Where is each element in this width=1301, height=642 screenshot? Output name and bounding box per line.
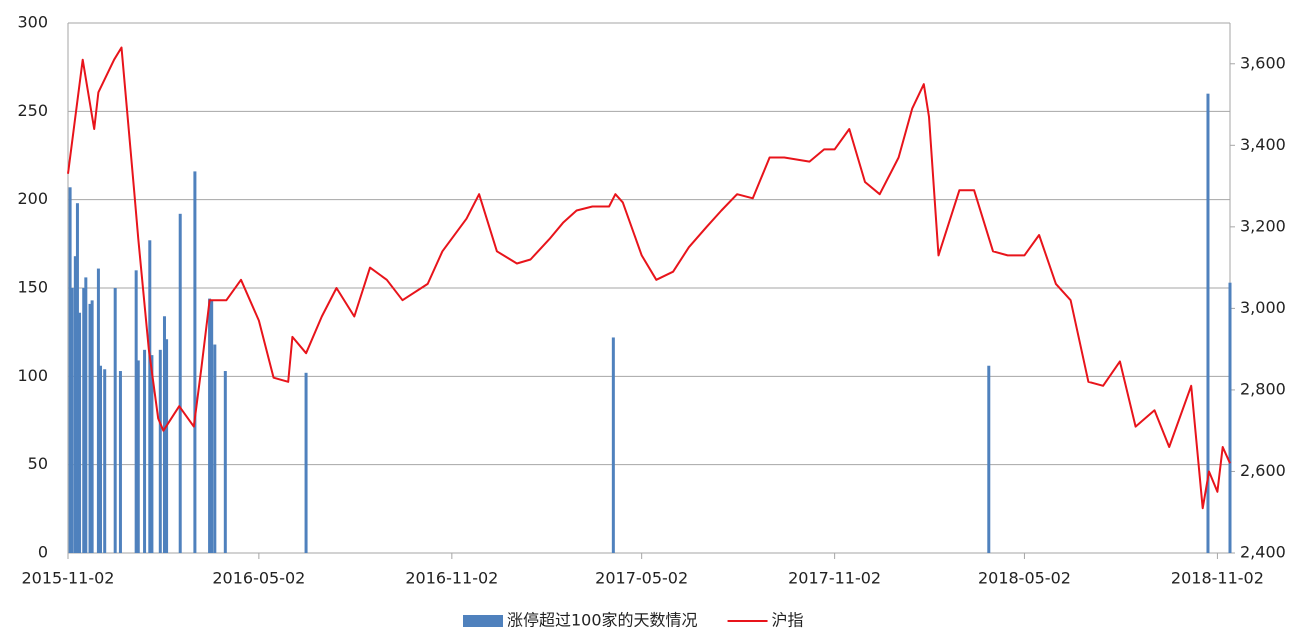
- bar: [68, 187, 72, 554]
- bar: [78, 312, 82, 553]
- bar: [208, 298, 212, 553]
- y2-tick-label: 3,200: [1240, 216, 1286, 235]
- y2-tick-label: 3,400: [1240, 135, 1286, 154]
- bar: [148, 240, 152, 554]
- bar: [75, 203, 79, 553]
- x-tick-label: 2018-11-02: [1171, 569, 1264, 588]
- y-tick-label: 150: [17, 278, 48, 297]
- bar: [193, 171, 197, 553]
- bar: [84, 277, 88, 553]
- bar: [158, 349, 162, 553]
- y2-tick-label: 2,400: [1240, 543, 1286, 562]
- bar: [304, 372, 308, 553]
- bar: [178, 213, 182, 554]
- x-tick-label: 2017-11-02: [788, 569, 881, 588]
- bar: [88, 303, 92, 553]
- y-tick-label: 300: [17, 13, 48, 32]
- bar: [165, 339, 169, 553]
- bar: [90, 300, 94, 553]
- y2-tick-label: 3,000: [1240, 298, 1286, 317]
- y-tick-label: 50: [28, 454, 48, 473]
- y-tick-label: 0: [38, 543, 48, 562]
- x-tick-label: 2017-05-02: [595, 569, 688, 588]
- bar: [213, 344, 217, 553]
- y-tick-label: 250: [17, 101, 48, 120]
- x-tick-label: 2016-11-02: [405, 569, 498, 588]
- bar: [611, 337, 615, 553]
- legend-label: 涨停超过100家的天数情况: [507, 611, 698, 630]
- legend-swatch: [463, 615, 503, 627]
- y2-tick-label: 2,600: [1240, 461, 1286, 480]
- y2-tick-label: 2,800: [1240, 379, 1286, 398]
- bar: [210, 300, 214, 553]
- bar: [70, 288, 74, 553]
- bar: [1206, 93, 1210, 554]
- bar: [73, 256, 77, 553]
- x-tick-label: 2018-05-02: [978, 569, 1071, 588]
- bar: [103, 369, 107, 553]
- bar: [987, 365, 991, 553]
- bar: [162, 316, 166, 553]
- legend-label: 沪指: [772, 611, 804, 630]
- bar: [113, 288, 117, 553]
- y-tick-label: 100: [17, 366, 48, 385]
- bar: [143, 349, 147, 553]
- bar: [82, 288, 86, 553]
- y-tick-label: 200: [17, 189, 48, 208]
- y2-tick-label: 3,600: [1240, 53, 1286, 72]
- bar: [1228, 282, 1232, 553]
- bar: [223, 371, 227, 553]
- bar: [150, 355, 154, 553]
- x-tick-label: 2016-05-02: [212, 569, 305, 588]
- bar: [99, 365, 103, 553]
- bar: [136, 360, 140, 553]
- bar: [134, 270, 138, 553]
- line: [67, 46, 1231, 510]
- x-tick-label: 2015-11-02: [22, 569, 115, 588]
- bar: [118, 371, 122, 553]
- bar: [96, 268, 100, 553]
